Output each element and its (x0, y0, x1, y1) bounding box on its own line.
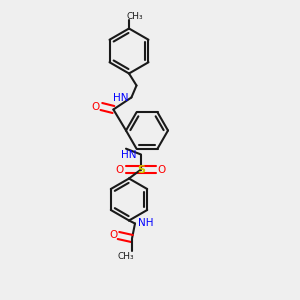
Text: HN: HN (121, 149, 137, 160)
Text: O: O (92, 101, 100, 112)
Text: CH₃: CH₃ (126, 12, 143, 21)
Text: O: O (116, 164, 124, 175)
Text: HN: HN (113, 92, 129, 103)
Text: O: O (109, 230, 117, 241)
Text: NH: NH (138, 218, 153, 229)
Text: O: O (158, 164, 166, 175)
Text: CH₃: CH₃ (118, 252, 134, 261)
Text: S: S (137, 164, 145, 175)
